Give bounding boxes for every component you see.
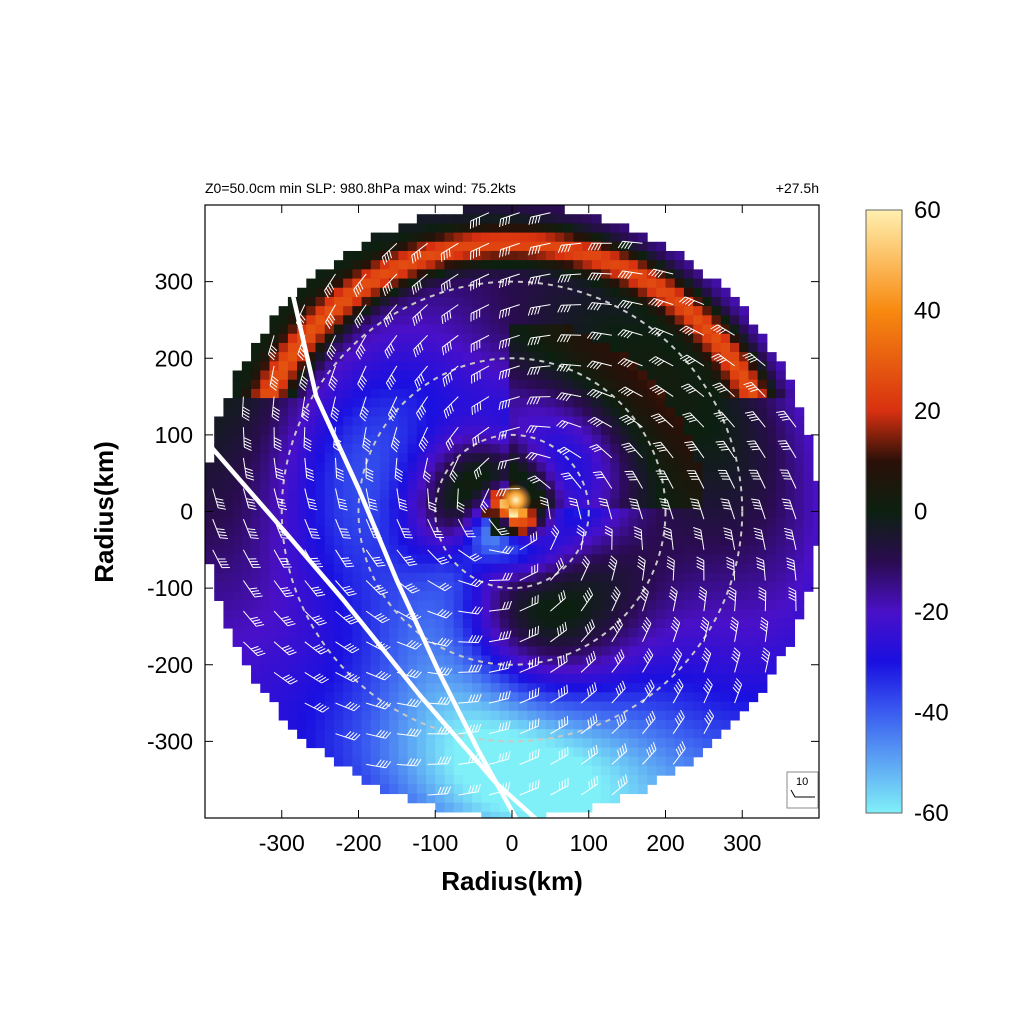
track-line <box>210 446 538 818</box>
run-parameters: Z0=50.0cm min SLP: 980.8hPa max wind: 75… <box>205 180 516 196</box>
wind-reference-label: 10 <box>796 776 808 788</box>
colorbar-tick-label: -20 <box>914 599 949 626</box>
track-lines <box>210 294 538 818</box>
range-rings <box>280 280 744 743</box>
heatmap-field <box>205 205 819 818</box>
range-ring <box>357 357 667 666</box>
track-line <box>291 294 519 818</box>
range-ring <box>434 433 590 590</box>
colorbar-labels: 60 40 20 0 -20 -40 -60 <box>914 197 949 827</box>
x-tick-label: 200 <box>646 830 684 856</box>
y-tick-label: -300 <box>147 728 193 754</box>
x-axis-title: Radius(km) <box>441 866 583 896</box>
x-tick-label: -200 <box>335 830 381 856</box>
colorbar-tick-label: 60 <box>914 197 941 224</box>
axis-ticks <box>205 205 819 818</box>
y-tick-label: 200 <box>155 345 193 371</box>
colorbar-bar <box>865 209 903 814</box>
y-axis-title: Radius(km) <box>89 441 119 583</box>
y-tick-label: -200 <box>147 652 193 678</box>
y-tick-label: -100 <box>147 575 193 601</box>
y-tick-labels: 300 200 100 0 -100 -200 -300 <box>147 269 193 755</box>
colorbar-tick-label: 40 <box>914 298 941 325</box>
colorbar-tick-label: -40 <box>914 700 949 727</box>
y-tick-label: 100 <box>155 422 193 448</box>
plot-area <box>204 204 820 819</box>
x-tick-labels: -300 -200 -100 0 100 200 300 <box>259 830 762 856</box>
forecast-time: +27.5h <box>776 180 819 196</box>
colorbar: 60 40 20 0 -20 -40 -60 <box>865 197 949 827</box>
colorbar-tick-label: 20 <box>914 398 941 425</box>
x-tick-label: 0 <box>506 830 519 856</box>
colorbar-tick-label: 0 <box>914 499 927 526</box>
x-tick-label: -100 <box>412 830 458 856</box>
wind-reference: 10 <box>786 771 819 809</box>
range-ring <box>280 280 744 743</box>
x-tick-label: -300 <box>259 830 305 856</box>
wind-barbs <box>212 212 797 796</box>
x-tick-label: 300 <box>723 830 761 856</box>
y-tick-label: 300 <box>155 269 193 295</box>
y-tick-label: 0 <box>180 499 193 525</box>
x-tick-label: 100 <box>570 830 608 856</box>
colorbar-tick-label: -60 <box>914 800 949 827</box>
